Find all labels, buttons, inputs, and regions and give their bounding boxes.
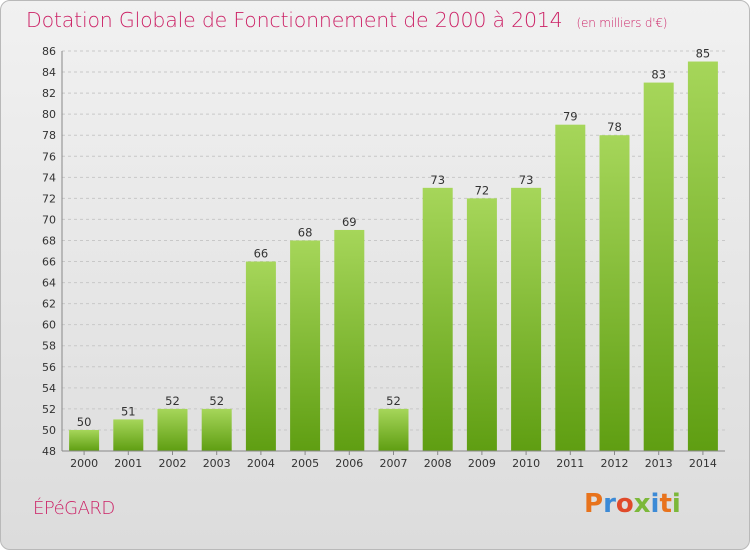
data-label: 72	[475, 183, 490, 197]
y-tick-label: 74	[42, 171, 56, 184]
x-tick-label: 2008	[424, 457, 452, 470]
data-label: 73	[430, 173, 445, 187]
bar-2008	[422, 187, 453, 451]
bar-2004	[245, 261, 276, 451]
y-tick-label: 58	[42, 340, 56, 353]
y-tick-label: 78	[42, 129, 56, 142]
data-label: 79	[563, 110, 578, 124]
x-tick-label: 2012	[601, 457, 629, 470]
y-tick-label: 56	[42, 361, 56, 374]
y-tick-label: 80	[42, 108, 56, 121]
bar-2014	[687, 61, 718, 452]
bar-2005	[290, 240, 321, 451]
x-tick-label: 2006	[335, 457, 363, 470]
x-tick-label: 2007	[380, 457, 408, 470]
data-label: 52	[165, 394, 180, 408]
x-tick-label: 2013	[645, 457, 673, 470]
bar-2007	[378, 408, 409, 451]
bar-2012	[599, 135, 630, 452]
bar-2000	[69, 429, 100, 451]
bar-2009	[466, 198, 497, 451]
x-tick-label: 2011	[556, 457, 584, 470]
brand-letter: i	[671, 489, 681, 519]
bar-2013	[643, 82, 674, 451]
bar-2011	[555, 124, 586, 452]
y-tick-label: 52	[42, 403, 56, 416]
y-tick-label: 86	[42, 45, 56, 58]
x-tick-label: 2004	[247, 457, 275, 470]
brand-letter: o	[615, 489, 634, 519]
proxiti-logo: Proxiti	[584, 489, 681, 519]
data-label: 68	[298, 225, 313, 239]
data-label: 52	[209, 394, 224, 408]
y-tick-label: 82	[42, 87, 56, 100]
data-label: 85	[696, 47, 711, 61]
y-tick-label: 68	[42, 234, 56, 247]
y-tick-label: 54	[42, 382, 56, 395]
bar-2003	[201, 408, 232, 451]
data-label: 69	[342, 215, 357, 229]
bar-2006	[334, 229, 365, 451]
y-tick-label: 50	[42, 424, 56, 437]
x-tick-label: 2002	[159, 457, 187, 470]
bar-2001	[113, 419, 144, 451]
chart-subtitle: (en milliers d'€)	[576, 16, 668, 30]
data-label: 50	[77, 415, 92, 429]
chart-title-text: Dotation Globale de Fonctionnement de 20…	[26, 8, 563, 32]
x-tick-label: 2001	[114, 457, 142, 470]
data-label: 66	[254, 247, 269, 261]
commune-name: ÉPéGARD	[33, 498, 115, 519]
x-tick-label: 2014	[689, 457, 717, 470]
data-label: 73	[519, 173, 534, 187]
data-label: 78	[607, 120, 622, 134]
y-tick-label: 72	[42, 192, 56, 205]
chart-title: Dotation Globale de Fonctionnement de 20…	[26, 8, 667, 32]
y-tick-label: 62	[42, 298, 56, 311]
brand-letter: x	[633, 489, 651, 519]
brand-letter: r	[603, 489, 616, 519]
data-label: 51	[121, 404, 136, 418]
y-tick-label: 84	[42, 66, 56, 79]
y-tick-label: 76	[42, 150, 56, 163]
y-tick-label: 48	[42, 445, 56, 458]
x-tick-label: 2003	[203, 457, 231, 470]
y-tick-label: 66	[42, 256, 56, 269]
x-tick-label: 2009	[468, 457, 496, 470]
data-label: 52	[386, 394, 401, 408]
bar-2010	[511, 187, 542, 451]
brand-letter: t	[659, 489, 672, 519]
y-tick-label: 70	[42, 213, 56, 226]
bar-2002	[157, 408, 188, 451]
x-tick-label: 2010	[512, 457, 540, 470]
x-tick-label: 2005	[291, 457, 319, 470]
data-label: 83	[651, 68, 666, 82]
y-tick-label: 64	[42, 277, 56, 290]
brand-letter: i	[650, 489, 660, 519]
y-tick-label: 60	[42, 319, 56, 332]
x-tick-label: 2000	[70, 457, 98, 470]
brand-letter: P	[584, 489, 604, 519]
